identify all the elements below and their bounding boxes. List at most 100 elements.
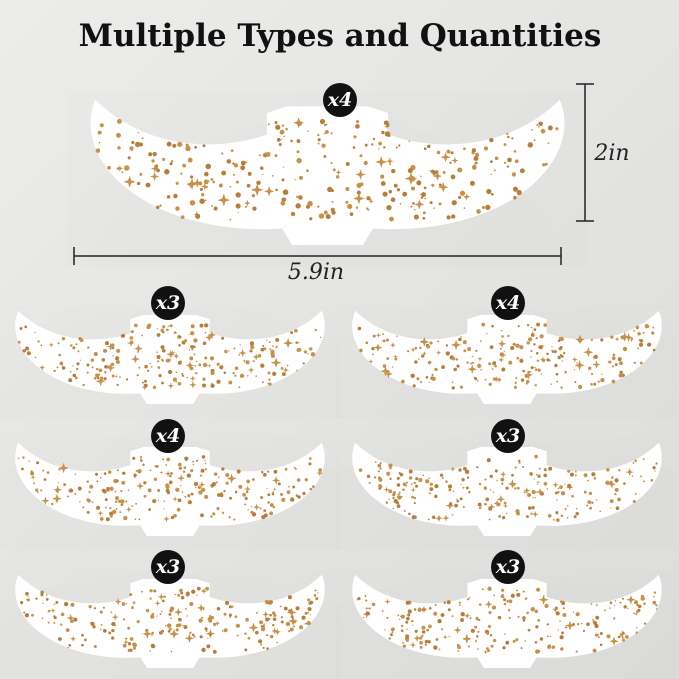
dot [266, 634, 269, 637]
dot [379, 467, 382, 470]
dot [639, 361, 643, 365]
dot [583, 490, 587, 494]
dot [480, 368, 483, 371]
dot [540, 373, 543, 375]
dot [426, 628, 430, 632]
dot [477, 502, 482, 507]
dot [492, 491, 494, 493]
dot [235, 180, 239, 184]
dot [254, 630, 259, 635]
dot [95, 373, 100, 378]
dot [611, 356, 616, 361]
dot [234, 615, 238, 619]
dot [239, 373, 245, 379]
dot [190, 469, 194, 473]
dot [164, 169, 170, 175]
dot [450, 174, 456, 180]
star [85, 370, 90, 375]
dot [204, 468, 207, 471]
dot [309, 217, 313, 221]
dot [508, 609, 511, 612]
dot [189, 631, 192, 635]
dot [34, 356, 37, 359]
dot [105, 517, 110, 522]
dot [202, 608, 205, 611]
dot [538, 126, 540, 128]
dot [81, 633, 84, 637]
dot [537, 618, 541, 622]
dot [309, 487, 313, 491]
dot [490, 644, 494, 648]
dot [561, 360, 564, 362]
star [574, 360, 585, 371]
dot [108, 631, 112, 635]
dot [210, 383, 215, 388]
star [205, 629, 216, 639]
dot [210, 205, 213, 207]
dot [258, 154, 261, 157]
dot [76, 362, 80, 366]
dot [232, 173, 236, 176]
dot [295, 494, 299, 497]
dot [99, 610, 103, 614]
dot [407, 168, 413, 174]
dot [193, 338, 198, 343]
star [177, 474, 185, 482]
dot [543, 468, 547, 472]
dot [451, 381, 454, 384]
dot [105, 350, 108, 353]
dot [542, 163, 546, 167]
dot [135, 502, 138, 505]
dot [91, 366, 94, 369]
dot [368, 481, 371, 484]
dot [189, 175, 194, 179]
dot [148, 152, 153, 157]
dot [330, 207, 335, 213]
badge [323, 83, 357, 117]
dot [491, 368, 494, 370]
dot [560, 491, 566, 496]
star [210, 382, 214, 386]
dot [366, 207, 368, 210]
dot [599, 631, 603, 635]
star [39, 364, 46, 371]
dot [389, 477, 392, 481]
dot [544, 162, 548, 166]
dot [408, 469, 413, 474]
dot [447, 608, 451, 612]
dot [252, 478, 255, 481]
dot [119, 511, 122, 514]
dot [260, 496, 264, 500]
dot [562, 607, 565, 610]
star [227, 515, 232, 520]
dot [412, 624, 414, 626]
dot [593, 354, 598, 359]
dot [223, 612, 227, 616]
dot [259, 508, 262, 510]
sheet-shape [352, 310, 662, 404]
dot [185, 608, 187, 610]
dot [614, 487, 619, 492]
dot [524, 597, 528, 600]
dot [100, 623, 103, 626]
dot [592, 618, 594, 621]
dot [652, 600, 657, 605]
dot [476, 466, 479, 469]
dot [522, 619, 526, 622]
star [595, 603, 599, 607]
dot [202, 362, 208, 368]
star [248, 622, 259, 633]
dot [358, 468, 363, 472]
star [66, 613, 75, 623]
dot [419, 346, 422, 350]
dot [147, 369, 150, 372]
dot [534, 454, 538, 459]
dot [88, 604, 92, 609]
dot [107, 470, 112, 474]
dot [229, 496, 233, 500]
dot [458, 604, 461, 607]
dot [413, 496, 416, 500]
dot [162, 458, 164, 461]
dot [420, 175, 422, 178]
dot [631, 475, 634, 477]
